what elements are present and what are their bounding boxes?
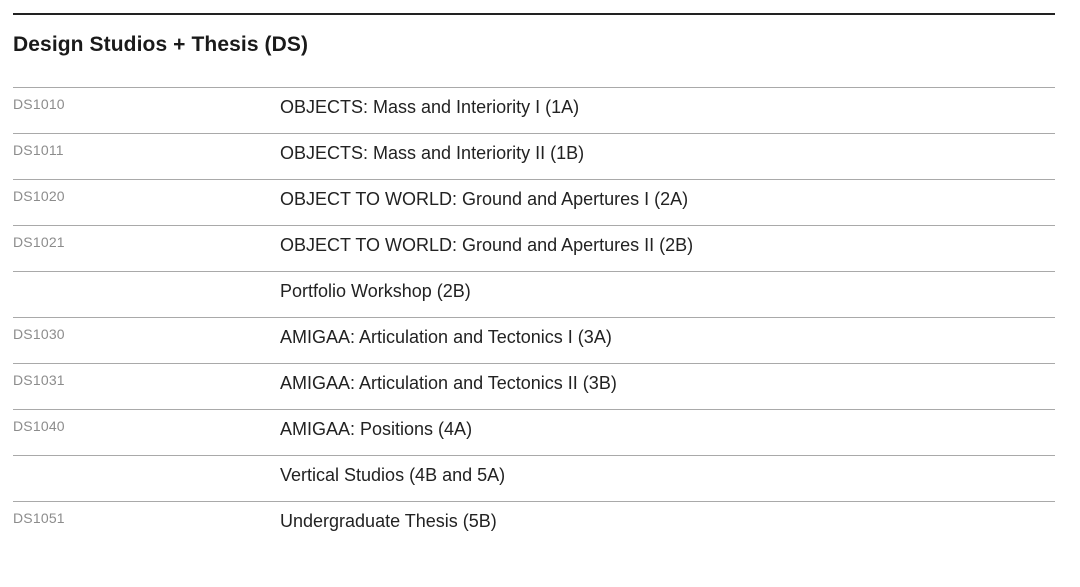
course-code [13, 456, 280, 501]
course-row[interactable]: DS1021 OBJECT TO WORLD: Ground and Apert… [13, 226, 1055, 272]
course-row[interactable]: DS1031 AMIGAA: Articulation and Tectonic… [13, 364, 1055, 410]
course-row[interactable]: Vertical Studios (4B and 5A) [13, 456, 1055, 502]
course-section: Design Studios + Thesis (DS) DS1010 OBJE… [13, 13, 1055, 548]
course-name: OBJECT TO WORLD: Ground and Apertures II… [280, 235, 694, 255]
course-list: DS1010 OBJECTS: Mass and Interiority I (… [13, 87, 1055, 548]
course-name: OBJECTS: Mass and Interiority I (1A) [280, 97, 580, 117]
course-name: Vertical Studios (4B and 5A) [280, 465, 506, 485]
course-code [13, 272, 280, 317]
course-name: Undergraduate Thesis (5B) [280, 511, 497, 531]
course-name: AMIGAA: Articulation and Tectonics II (3… [280, 373, 617, 393]
course-row[interactable]: DS1030 AMIGAA: Articulation and Tectonic… [13, 318, 1055, 364]
course-name: Portfolio Workshop (2B) [280, 281, 471, 301]
course-code: DS1040 [13, 418, 65, 434]
course-name: OBJECTS: Mass and Interiority II (1B) [280, 143, 585, 163]
course-code: DS1021 [13, 234, 65, 250]
course-code: DS1020 [13, 188, 65, 204]
course-code: DS1031 [13, 372, 65, 388]
course-code: DS1030 [13, 326, 65, 342]
course-row[interactable]: DS1051 Undergraduate Thesis (5B) [13, 502, 1055, 548]
course-name: OBJECT TO WORLD: Ground and Apertures I … [280, 189, 689, 209]
course-row[interactable]: DS1040 AMIGAA: Positions (4A) [13, 410, 1055, 456]
course-code: DS1051 [13, 510, 65, 526]
course-row[interactable]: DS1020 OBJECT TO WORLD: Ground and Apert… [13, 180, 1055, 226]
course-name: AMIGAA: Positions (4A) [280, 419, 473, 439]
course-code: DS1010 [13, 96, 65, 112]
section-title: Design Studios + Thesis (DS) [13, 33, 309, 56]
course-name: AMIGAA: Articulation and Tectonics I (3A… [280, 327, 612, 347]
course-row[interactable]: DS1011 OBJECTS: Mass and Interiority II … [13, 134, 1055, 180]
course-code: DS1011 [13, 142, 64, 158]
course-row[interactable]: Portfolio Workshop (2B) [13, 272, 1055, 318]
course-row[interactable]: DS1010 OBJECTS: Mass and Interiority I (… [13, 88, 1055, 134]
